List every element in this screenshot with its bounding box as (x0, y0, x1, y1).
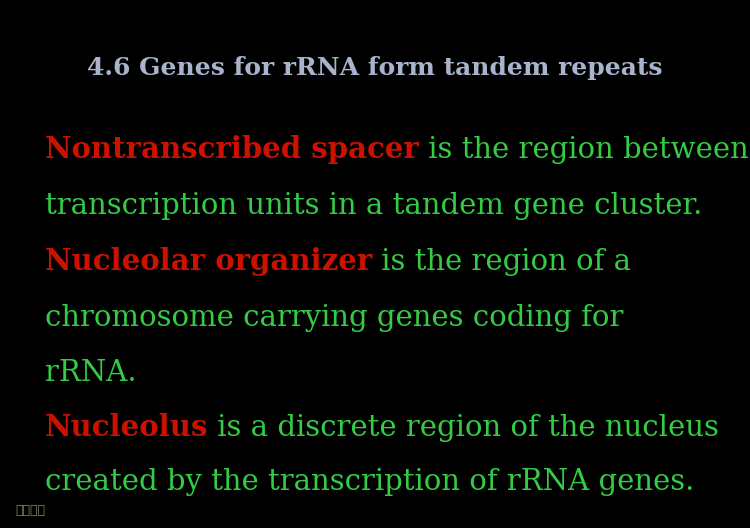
Text: Nucleolus: Nucleolus (45, 413, 209, 442)
Text: transcription units in a tandem gene cluster.: transcription units in a tandem gene clu… (45, 192, 702, 220)
Text: is a discrete region of the nucleus: is a discrete region of the nucleus (209, 414, 719, 442)
Text: created by the transcription of rRNA genes.: created by the transcription of rRNA gen… (45, 468, 695, 496)
Text: Nontranscribed spacer: Nontranscribed spacer (45, 136, 419, 165)
Text: rRNA.: rRNA. (45, 359, 136, 387)
Text: is the region of a: is the region of a (372, 248, 632, 276)
Text: chromosome carrying genes coding for: chromosome carrying genes coding for (45, 304, 623, 332)
Text: is the region between: is the region between (419, 136, 748, 164)
Text: 4.6 Genes for rRNA form tandem repeats: 4.6 Genes for rRNA form tandem repeats (87, 56, 663, 80)
Text: Nucleolar organizer: Nucleolar organizer (45, 248, 372, 277)
Text: 清华大学: 清华大学 (15, 504, 45, 516)
